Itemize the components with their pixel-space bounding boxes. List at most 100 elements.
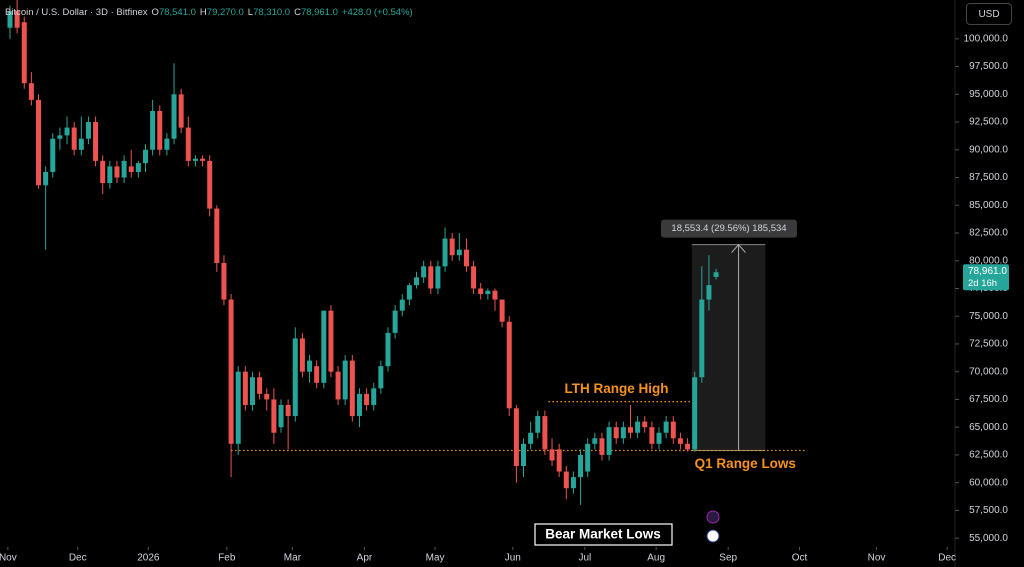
candle-body [36,99,42,186]
candle-body [57,135,63,139]
candle-body [349,360,355,417]
candle-body [392,310,398,333]
candle-body [549,449,555,461]
candle-body [620,427,626,439]
candle-body [414,277,420,286]
measure-arrowhead [731,243,746,253]
x-tick-label: Dec [938,553,956,564]
measure-label-box [661,219,797,238]
candle-body [677,438,683,444]
candle-body [121,160,127,178]
candle-body [107,166,113,184]
x-tick-label: Dec [69,553,87,564]
candle-body [635,421,641,433]
candle-body [563,471,569,489]
y-tick-label: 57,500.0 [969,505,1008,516]
candle-body [670,421,676,439]
candle-body [214,208,220,263]
candle-body [692,377,698,450]
ohlc-key: O [151,7,159,18]
measure-label: 18,553.4 (29.56%) 185,534 [671,223,786,234]
y-tick-label: 90,000.0 [969,144,1008,155]
y-tick-label: 95,000.0 [969,89,1008,100]
candle-body [185,127,191,161]
candle-body [492,290,498,300]
x-tick-label: May [426,553,445,564]
candle-body [292,338,298,417]
event-icon[interactable] [706,529,720,543]
y-tick-label: 85,000.0 [969,200,1008,211]
candle-body [235,371,241,444]
candle-body [314,366,320,383]
ohlc-key: L [247,7,254,18]
candle-body [463,249,469,267]
candle-body [278,404,284,428]
candle-body [649,427,655,444]
currency-button[interactable]: USD [966,3,1012,25]
candle-body [71,127,77,150]
candle-body [200,158,206,161]
candle-body [578,454,584,478]
candle-body [356,393,362,417]
candle-body [271,399,277,433]
y-tick-label: 100,000.0 [964,33,1009,44]
candle-body [43,171,49,186]
candle-body [506,321,512,409]
candle-body [663,421,669,433]
callout-text: Bear Market Lows [545,527,661,542]
y-tick-label: 72,500.0 [969,339,1008,350]
y-tick-label: 75,000.0 [969,311,1008,322]
candle-body [399,299,405,311]
candle-body [449,238,455,256]
candle-body [456,249,462,256]
candle-body [157,110,163,150]
candle-body [406,285,412,300]
candle-body [385,332,391,367]
candle-body [50,138,56,172]
y-tick-label: 67,500.0 [969,394,1008,405]
candle-body [285,404,291,417]
candle-body [442,238,448,267]
candle-body [307,360,313,372]
candle-body [150,110,156,150]
y-tick-label: 87,500.0 [969,172,1008,183]
candle-body [192,158,198,161]
candle-body [535,416,541,433]
candle-body [513,408,519,467]
y-tick-label: 70,000.0 [969,366,1008,377]
candle-body [428,266,434,289]
candle-body [570,477,576,489]
x-tick-label: Nov [868,553,886,564]
y-tick-label: 92,500.0 [969,117,1008,128]
candle-body [228,299,234,444]
level-label: Q1 Range Lows [695,456,796,471]
candle-body [421,266,427,278]
x-tick-label: 2026 [137,553,160,564]
candle-body [627,427,633,433]
candle-body [28,83,34,100]
last-price-label: 78,961.0 [968,266,1007,277]
event-icon[interactable] [706,510,720,524]
countdown: 2d 16h [968,278,997,289]
candle-body [14,11,20,28]
candle-body [335,371,341,400]
candle-body [485,290,491,295]
y-tick-label: 62,500.0 [969,450,1008,461]
x-tick-label: Nov [0,553,17,564]
candle-body [592,438,598,444]
candle-body [585,443,591,472]
candle-body [164,138,170,150]
candle-body [378,366,384,389]
x-tick-label: Apr [357,553,373,564]
candle-body [606,427,612,455]
candle-body [364,393,370,405]
y-tick-label: 80,000.0 [969,255,1008,266]
x-tick-label: Oct [792,553,808,564]
ohlc-value: 78,961.0 [300,7,338,18]
ohlc-value: 78,310.0 [253,7,291,18]
candle-body [556,449,562,472]
candle-body [143,149,148,164]
symbol: Bitcoin / U.S. Dollar · 3D · Bitfinex [5,7,148,18]
ohlc-key: H [199,7,207,18]
